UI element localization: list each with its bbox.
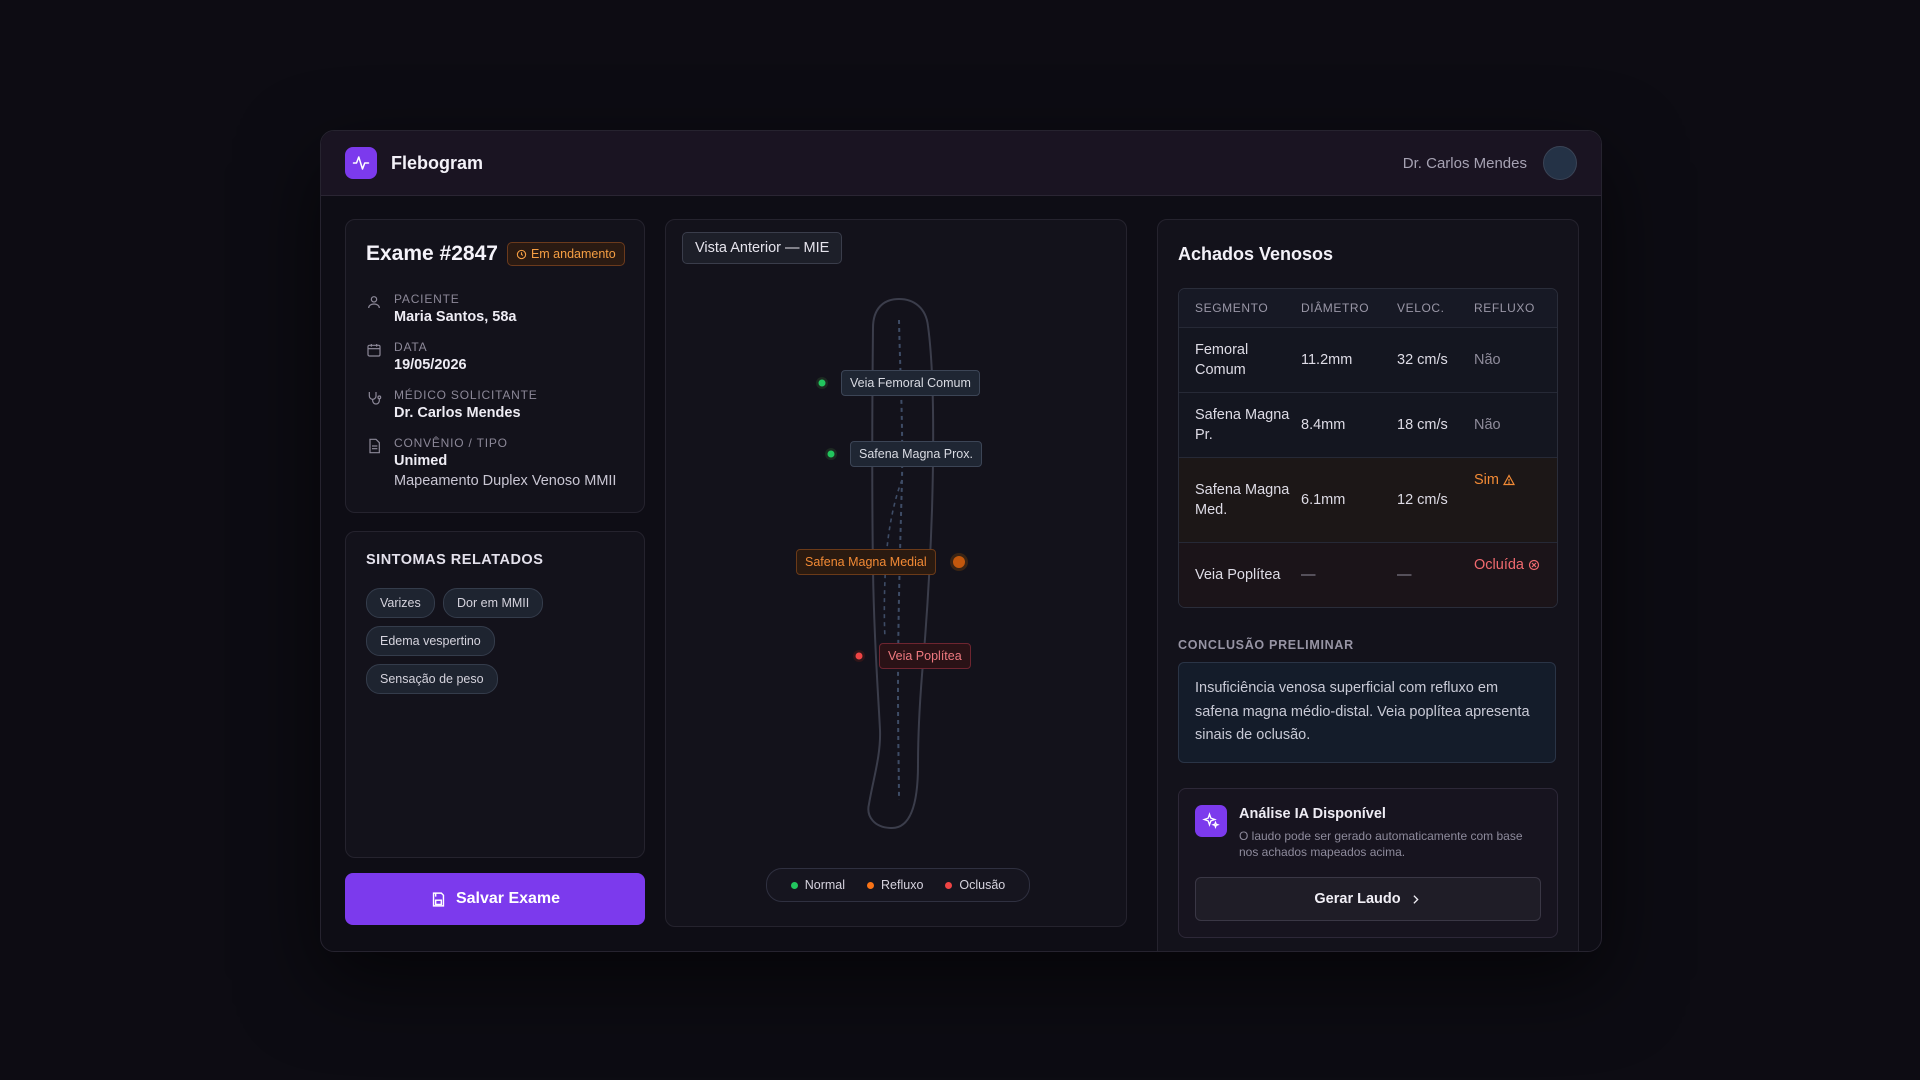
status-badge: Em andamento (506, 242, 625, 266)
symptom-tag[interactable]: Varizes (366, 588, 435, 618)
findings-title: Achados Venosos (1178, 244, 1334, 264)
conclusion-title: CONCLUSÃO PRELIMINAR (1178, 638, 1354, 652)
date-label: DATA (394, 340, 428, 354)
document-icon (369, 438, 380, 454)
generate-report-button[interactable]: Gerar Laudo (1195, 877, 1541, 921)
symptoms-title: SINTOMAS RELATADOS (366, 552, 544, 568)
segment-cell: Veia Poplítea (1195, 567, 1281, 583)
ai-description: O laudo pode ser gerado automaticamente … (1239, 829, 1523, 859)
block-icon (1528, 559, 1540, 571)
legend: Normal Refluxo Oclusão (766, 868, 1030, 902)
symptom-tag[interactable]: Edema vespertino (366, 626, 495, 656)
brand: Flebogram (345, 147, 483, 179)
patient-label: PACIENTE (394, 292, 460, 306)
header-reflux: REFLUXO (1474, 301, 1535, 315)
table-header: SEGMENTO DIÂMETRO VELOC. REFLUXO (1179, 289, 1557, 327)
table-row[interactable]: Femoral Comum 11.2mm 32 cm/s Não (1179, 327, 1557, 392)
warning-icon (1502, 474, 1515, 486)
app-window: Flebogram Dr. Carlos Mendes Exame #2847 … (320, 130, 1602, 952)
legend-occlusion: Oclusão (945, 878, 1005, 892)
marker-label[interactable]: Veia Poplítea (879, 643, 971, 669)
header-diameter: DIÂMETRO (1301, 301, 1370, 315)
plan-value: Unimed (394, 453, 448, 469)
user-menu[interactable]: Dr. Carlos Mendes (1403, 146, 1577, 180)
pulse-icon (345, 147, 377, 179)
patient-row: PACIENTE Maria Santos, 58a (366, 292, 517, 327)
segment-cell: Femoral Comum (1195, 342, 1249, 378)
segment-cell: Safena Magna Pr. (1195, 407, 1290, 443)
reflux-cell: Não (1474, 352, 1501, 368)
velocity-cell: 18 cm/s (1397, 417, 1448, 433)
diameter-cell: 11.2mm (1301, 352, 1353, 368)
save-exam-button[interactable]: Salvar Exame (345, 873, 645, 925)
user-name: Dr. Carlos Mendes (1402, 154, 1527, 172)
calendar-icon (367, 344, 381, 357)
velocity-cell: — (1397, 567, 1412, 583)
chevron-right-icon (1413, 894, 1419, 904)
symptoms-card: SINTOMAS RELATADOS Varizes Dor em MMII E… (345, 531, 645, 858)
diameter-cell: 8.4mm (1301, 417, 1346, 433)
status-text: Em andamento (530, 247, 616, 261)
legend-reflux: Refluxo (867, 878, 923, 892)
leg-diagram-panel: Vista Anterior — MIE Veia Femoral Comum … (665, 219, 1127, 927)
app-name: Flebogram (391, 152, 484, 173)
diameter-cell: — (1301, 567, 1316, 583)
reflux-cell: Não (1474, 417, 1501, 433)
leg-diagram (816, 297, 968, 830)
sparkles-icon (1195, 805, 1227, 837)
segment-cell: Safena Magna Med. (1195, 482, 1290, 518)
reflux-cell: Ocluída (1474, 555, 1554, 575)
doctor-value: Dr. Carlos Mendes (394, 405, 521, 421)
patient-value: Maria Santos, 58a (394, 309, 517, 325)
generate-report-label: Gerar Laudo (1314, 891, 1401, 907)
ai-title: Análise IA Disponível (1239, 806, 1386, 822)
doctor-row: MÉDICO SOLICITANTE Dr. Carlos Mendes (366, 388, 538, 423)
table-row[interactable]: Safena Magna Med. 6.1mm 12 cm/s Sim (1179, 457, 1557, 542)
symptom-tag[interactable]: Sensação de peso (366, 664, 498, 694)
exam-title: Exame #2847 (366, 242, 498, 265)
user-icon (368, 296, 380, 309)
marker-label[interactable]: Veia Femoral Comum (841, 370, 980, 396)
table-row[interactable]: Safena Magna Pr. 8.4mm 18 cm/s Não (1179, 392, 1557, 457)
header-velocity: VELOC. (1397, 301, 1445, 315)
symptom-tag[interactable]: Dor em MMII (443, 588, 544, 618)
top-bar: Flebogram Dr. Carlos Mendes (321, 131, 1601, 196)
ai-card: Análise IA Disponível O laudo pode ser g… (1178, 788, 1558, 938)
save-icon (432, 891, 445, 907)
plan-row: CONVÊNIO / TIPO Unimed Mapeamento Duplex… (366, 436, 616, 491)
reflux-cell: Sim (1474, 470, 1554, 490)
marker-label[interactable]: Safena Magna Medial (796, 549, 936, 575)
legend-normal: Normal (790, 878, 845, 892)
exam-card: Exame #2847 Em andamento PACIENTE Maria … (345, 219, 645, 513)
leg-outline (867, 297, 935, 830)
plan-label: CONVÊNIO / TIPO (394, 436, 508, 450)
doctor-label: MÉDICO SOLICITANTE (394, 388, 538, 402)
diameter-cell: 6.1mm (1301, 492, 1346, 508)
findings-table: SEGMENTO DIÂMETRO VELOC. REFLUXO Femoral… (1178, 288, 1558, 608)
velocity-cell: 32 cm/s (1397, 352, 1448, 368)
clock-icon (516, 249, 527, 259)
exam-type: Mapeamento Duplex Venoso MMII (394, 473, 617, 489)
save-label: Salvar Exame (455, 890, 561, 907)
date-row: DATA 19/05/2026 (366, 340, 467, 375)
header-segment: SEGMENTO (1195, 301, 1269, 315)
table-row[interactable]: Veia Poplítea — — Ocluída (1179, 542, 1557, 607)
conclusion-text: Insuficiência venosa superficial com ref… (1178, 662, 1556, 763)
view-label: Vista Anterior — MIE (682, 232, 843, 264)
date-value: 19/05/2026 (394, 357, 467, 373)
avatar[interactable] (1543, 146, 1577, 180)
velocity-cell: 12 cm/s (1397, 492, 1448, 508)
stethoscope-icon (368, 392, 382, 405)
marker-label[interactable]: Safena Magna Prox. (850, 441, 982, 467)
findings-panel: Achados Venosos SEGMENTO DIÂMETRO VELOC.… (1157, 219, 1579, 951)
